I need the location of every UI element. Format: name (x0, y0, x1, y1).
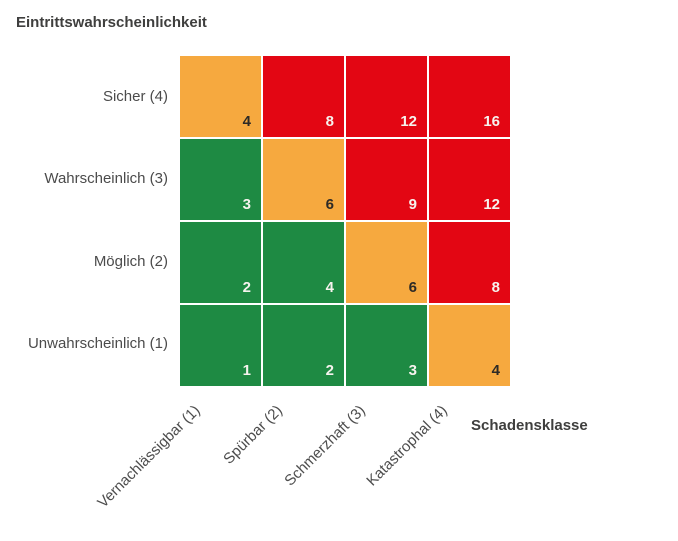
matrix-cell-r2c2[interactable]: 6 (263, 139, 344, 220)
cell-value: 8 (491, 279, 500, 296)
matrix-cell-r1c3[interactable]: 12 (346, 56, 427, 137)
cell-value: 3 (242, 196, 251, 213)
row-label-2: Wahrscheinlich (3) (44, 170, 168, 187)
matrix-cell-r3c4[interactable]: 8 (429, 222, 510, 303)
matrix-cell-r4c2[interactable]: 2 (263, 305, 344, 386)
cell-value: 3 (408, 362, 417, 379)
cell-value: 4 (491, 362, 500, 379)
matrix-cell-r2c1[interactable]: 3 (180, 139, 261, 220)
row-label-4: Unwahrscheinlich (1) (27, 335, 168, 352)
matrix-cell-r3c3[interactable]: 6 (346, 222, 427, 303)
cell-value: 16 (483, 113, 500, 130)
matrix-cell-r1c1[interactable]: 4 (180, 56, 261, 137)
matrix-cell-r4c4[interactable]: 4 (429, 305, 510, 386)
col-label-1: Vernachlässigbar (1) (93, 402, 204, 512)
matrix-grid: 4 8 12 16 3 6 9 12 2 4 6 8 1 2 3 4 (180, 56, 510, 386)
x-axis-title: Schadensklasse (471, 417, 588, 434)
matrix-cell-r3c1[interactable]: 2 (180, 222, 261, 303)
cell-value: 12 (400, 113, 417, 130)
matrix-cell-r2c4[interactable]: 12 (429, 139, 510, 220)
matrix-cell-r4c3[interactable]: 3 (346, 305, 427, 386)
cell-value: 4 (242, 113, 251, 130)
cell-value: 6 (408, 279, 417, 296)
matrix-cell-r1c2[interactable]: 8 (263, 56, 344, 137)
matrix-cell-r1c4[interactable]: 16 (429, 56, 510, 137)
cell-value: 9 (408, 196, 417, 213)
cell-value: 1 (242, 362, 251, 379)
col-label-3: Schmerzhaft (3) (280, 402, 369, 490)
col-label-4: Katastrophal (4) (363, 402, 451, 490)
matrix-cell-r4c1[interactable]: 1 (180, 305, 261, 386)
row-label-3: Möglich (2) (93, 252, 168, 270)
cell-value: 6 (325, 196, 334, 213)
row-label-1: Sicher (4) (102, 87, 168, 105)
cell-value: 2 (242, 279, 251, 296)
cell-value: 8 (325, 113, 334, 130)
cell-value: 12 (483, 196, 500, 213)
matrix-cell-r3c2[interactable]: 4 (263, 222, 344, 303)
cell-value: 4 (325, 279, 334, 296)
y-axis-title: Eintrittswahrscheinlichkeit (16, 14, 207, 31)
col-label-2: Spürbar (2) (220, 402, 286, 468)
matrix-cell-r2c3[interactable]: 9 (346, 139, 427, 220)
cell-value: 2 (325, 362, 334, 379)
